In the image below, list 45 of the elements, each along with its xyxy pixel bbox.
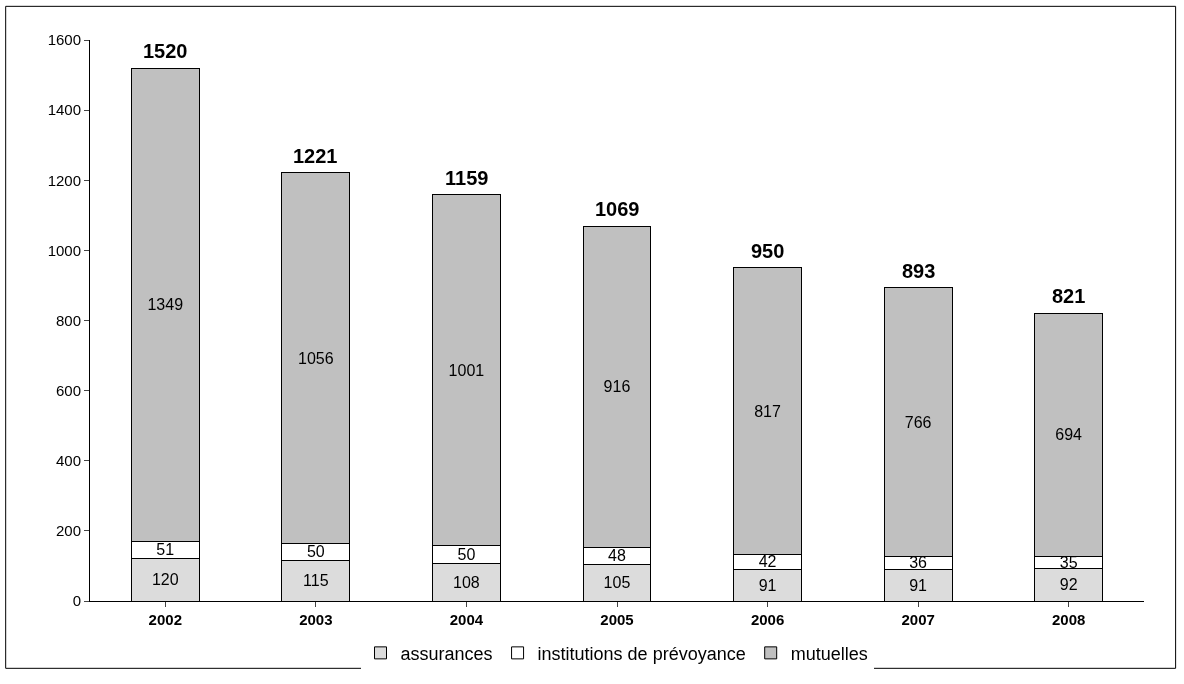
y-tick-label: 1200 bbox=[47, 171, 81, 189]
total-label: 950 bbox=[751, 240, 785, 262]
data-label: 120 bbox=[151, 571, 179, 589]
data-label: 42 bbox=[758, 553, 777, 571]
data-label: 91 bbox=[758, 576, 777, 594]
x-tick-label: 2004 bbox=[449, 611, 484, 628]
y-tick-label: 600 bbox=[55, 381, 81, 399]
data-label: 1056 bbox=[298, 349, 334, 367]
y-tick-label: 800 bbox=[55, 311, 81, 329]
data-label: 91 bbox=[909, 576, 928, 594]
data-label: 1349 bbox=[147, 296, 184, 314]
data-label: 48 bbox=[608, 547, 626, 565]
data-label: 694 bbox=[1055, 426, 1083, 444]
x-tick-label: 2008 bbox=[1052, 611, 1086, 628]
data-label: 916 bbox=[603, 378, 631, 396]
total-label: 893 bbox=[902, 260, 936, 282]
data-label: 92 bbox=[1059, 576, 1078, 594]
x-tick-label: 2005 bbox=[600, 611, 634, 628]
total-label: 1069 bbox=[595, 198, 640, 220]
data-label: 1001 bbox=[448, 361, 485, 379]
data-label: 108 bbox=[453, 573, 480, 591]
data-label: 817 bbox=[754, 402, 781, 420]
total-label: 1159 bbox=[445, 167, 489, 189]
x-tick-label: 2006 bbox=[750, 611, 785, 628]
y-tick-label: 1600 bbox=[47, 31, 81, 49]
data-label: 115 bbox=[303, 572, 329, 590]
data-label: 105 bbox=[603, 574, 631, 592]
x-tick-label: 2007 bbox=[901, 611, 935, 628]
x-tick-label: 2003 bbox=[299, 611, 333, 628]
legend-label: assurances bbox=[400, 643, 493, 664]
y-tick-label: 400 bbox=[55, 452, 81, 469]
y-tick-label: 200 bbox=[55, 522, 81, 540]
legend-label: mutuelles bbox=[790, 643, 868, 664]
total-label: 1520 bbox=[143, 40, 188, 62]
y-tick-label: 0 bbox=[72, 592, 81, 610]
data-label: 50 bbox=[306, 543, 325, 561]
data-label: 51 bbox=[156, 541, 175, 559]
total-label: 821 bbox=[1052, 285, 1086, 307]
data-label: 766 bbox=[904, 413, 932, 431]
x-tick-label: 2002 bbox=[148, 611, 182, 628]
data-label: 50 bbox=[457, 545, 476, 563]
total-label: 1221 bbox=[293, 145, 338, 167]
y-tick-label: 1400 bbox=[47, 101, 81, 119]
y-tick-label: 1000 bbox=[47, 241, 81, 259]
legend-label: institutions de prévoyance bbox=[537, 643, 746, 664]
